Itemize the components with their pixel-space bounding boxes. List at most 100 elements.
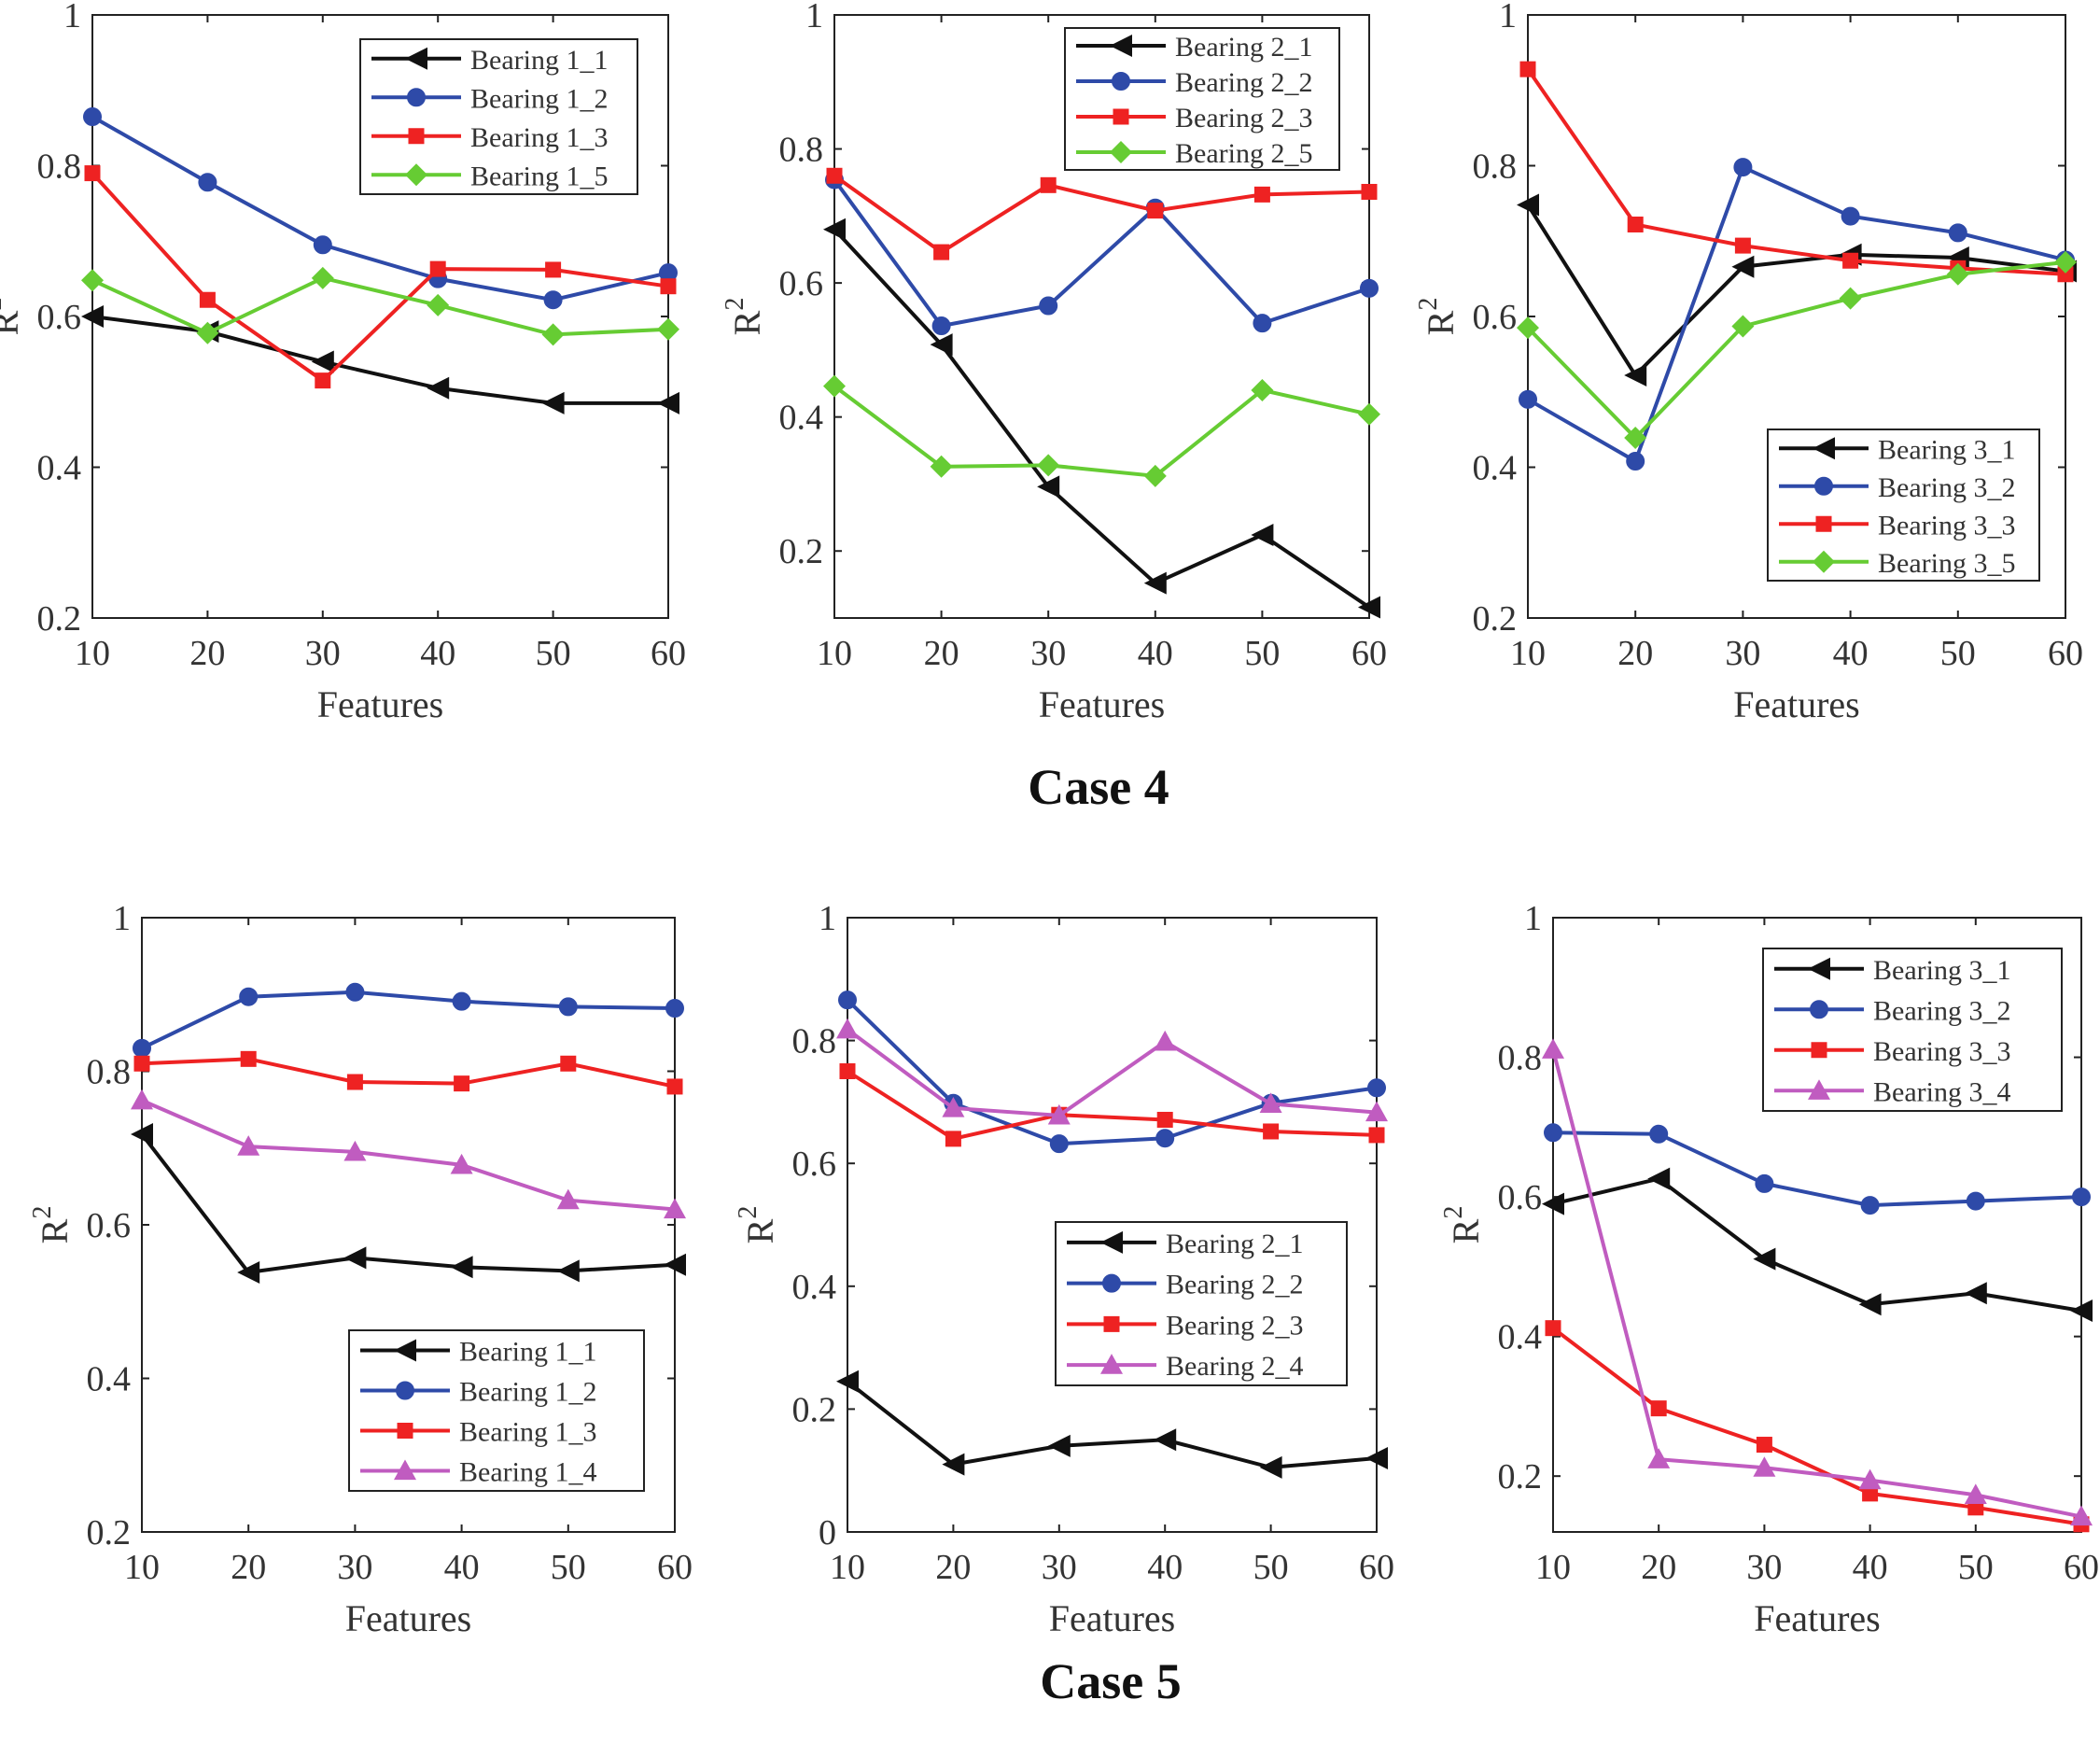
y-tick-label: 1: [63, 0, 81, 35]
data-point: [945, 1131, 961, 1147]
legend-marker: [1814, 476, 1833, 496]
y-tick-label: 0: [819, 1513, 836, 1552]
data-point: [838, 990, 857, 1010]
x-axis-label: Features: [1039, 683, 1166, 725]
data-point: [313, 235, 332, 255]
y-tick-label: 0.2: [1498, 1457, 1543, 1496]
legend-marker: [394, 1339, 416, 1362]
case-4-title: Case 4: [1028, 759, 1169, 815]
legend-entry-label: Bearing 2_5: [1175, 138, 1312, 169]
data-point: [666, 1078, 683, 1095]
x-tick-label: 30: [1746, 1548, 1782, 1587]
series-line: [846, 1028, 1378, 1117]
series-line: [91, 115, 669, 302]
y-axis-label-superscript: 2: [1414, 298, 1443, 311]
y-tick-label: 0.4: [1473, 449, 1518, 488]
legend: Bearing 1_1 Bearing 1_2 Bearing 1_3 Bearing…: [348, 1329, 645, 1492]
series-bearing-1_1: [131, 1122, 686, 1284]
y-tick-label: 0.4: [1498, 1318, 1543, 1357]
y-axis-label: R2: [734, 1206, 781, 1244]
data-point: [1966, 1191, 1985, 1211]
legend-entry-label: Bearing 3_2: [1873, 995, 2010, 1026]
data-point: [942, 1096, 965, 1117]
data-point: [1360, 278, 1379, 298]
series-bearing-1_2: [133, 982, 684, 1058]
data-point: [1368, 1127, 1385, 1144]
data-point: [1049, 1134, 1069, 1154]
x-tick-label: 20: [189, 634, 225, 673]
x-tick-label: 40: [1147, 1548, 1183, 1587]
x-axis-label: Features: [345, 1597, 472, 1639]
data-point: [1753, 1247, 1776, 1271]
y-tick-label: 0.8: [779, 131, 824, 170]
series-line: [846, 1380, 1378, 1469]
series-line: [91, 315, 668, 405]
data-point: [1047, 1434, 1071, 1457]
data-point: [1037, 475, 1060, 499]
y-tick-label: 1: [1524, 899, 1542, 938]
legend-box: [348, 1329, 645, 1492]
series-bearing-2_4: [836, 1018, 1388, 1125]
legend-entry-label: Bearing 2_4: [1166, 1351, 1303, 1382]
legend-marker: [1103, 1315, 1120, 1332]
x-tick-label: 20: [924, 634, 959, 673]
series-line: [91, 172, 669, 384]
data-point: [1047, 1103, 1071, 1125]
data-point: [131, 1089, 153, 1110]
series-line: [833, 228, 1371, 610]
data-point: [1358, 402, 1380, 426]
data-point: [1259, 1455, 1282, 1479]
y-axis-label-superscript: 2: [28, 1206, 57, 1219]
x-tick-label: 40: [1853, 1548, 1888, 1587]
data-point: [826, 167, 843, 184]
chart-6: 10 20 30 40 50 60 0.2 0.4 0.6 0.8 1 Features R2 Beari…: [1439, 899, 2099, 1639]
series-bearing-2_3: [826, 167, 1378, 260]
data-point: [839, 1063, 856, 1079]
data-point: [558, 997, 578, 1017]
y-axis-label-superscript: 2: [734, 1206, 763, 1219]
data-point: [1858, 1468, 1882, 1490]
legend-entry-label: Bearing 1_3: [470, 122, 608, 153]
data-point: [1156, 1111, 1173, 1128]
legend-marker: [1110, 35, 1132, 57]
x-tick-label: 10: [124, 1548, 160, 1587]
data-point: [556, 1188, 580, 1210]
legend-box: [359, 38, 638, 195]
y-axis-label-superscript: 2: [721, 298, 749, 311]
legend-entry-label: Bearing 1_1: [470, 45, 608, 76]
data-point: [836, 1370, 859, 1393]
plot-frame: [847, 917, 1378, 1533]
series-line: [141, 1098, 676, 1212]
series-line: [1552, 1176, 2082, 1313]
legend: Bearing 3_1 Bearing 3_2 Bearing 3_3 Bearing…: [1767, 428, 2040, 582]
data-point: [1731, 255, 1755, 278]
series-bearing-1_1: [81, 305, 679, 414]
legend-marker: [1811, 1042, 1827, 1059]
data-point: [1542, 1038, 1564, 1059]
y-tick-label: 0.6: [37, 298, 82, 337]
x-axis-label: Features: [1049, 1597, 1176, 1639]
y-axis-label: R2: [28, 1206, 76, 1244]
legend-entry-label: Bearing 1_2: [470, 83, 608, 114]
data-point: [2070, 1299, 2093, 1322]
x-tick-label: 20: [935, 1548, 971, 1587]
chart-4: 10 20 30 40 50 60 0.2 0.4 0.6 0.8 1 Features R2 Beari…: [28, 899, 693, 1639]
data-point: [346, 1074, 363, 1090]
legend-entry-label: Bearing 2_1: [1175, 32, 1312, 63]
x-tick-label: 60: [1351, 634, 1387, 673]
data-point: [343, 1140, 367, 1161]
series-bearing-1_3: [84, 165, 677, 389]
series-bearing-2_1: [836, 1370, 1388, 1479]
x-tick-label: 20: [231, 1548, 266, 1587]
y-axis-label: R2: [1414, 298, 1462, 336]
y-tick-label: 1: [805, 0, 823, 35]
x-tick-label: 30: [1725, 634, 1760, 673]
legend-marker: [1810, 1000, 1828, 1019]
x-tick-label: 60: [2048, 634, 2083, 673]
data-point: [2057, 266, 2074, 283]
legend-marker: [1808, 957, 1830, 980]
y-axis-label: R2: [0, 298, 26, 336]
data-point: [1626, 452, 1645, 471]
y-axis-label: R2: [1439, 1206, 1487, 1244]
data-point: [1039, 296, 1058, 316]
